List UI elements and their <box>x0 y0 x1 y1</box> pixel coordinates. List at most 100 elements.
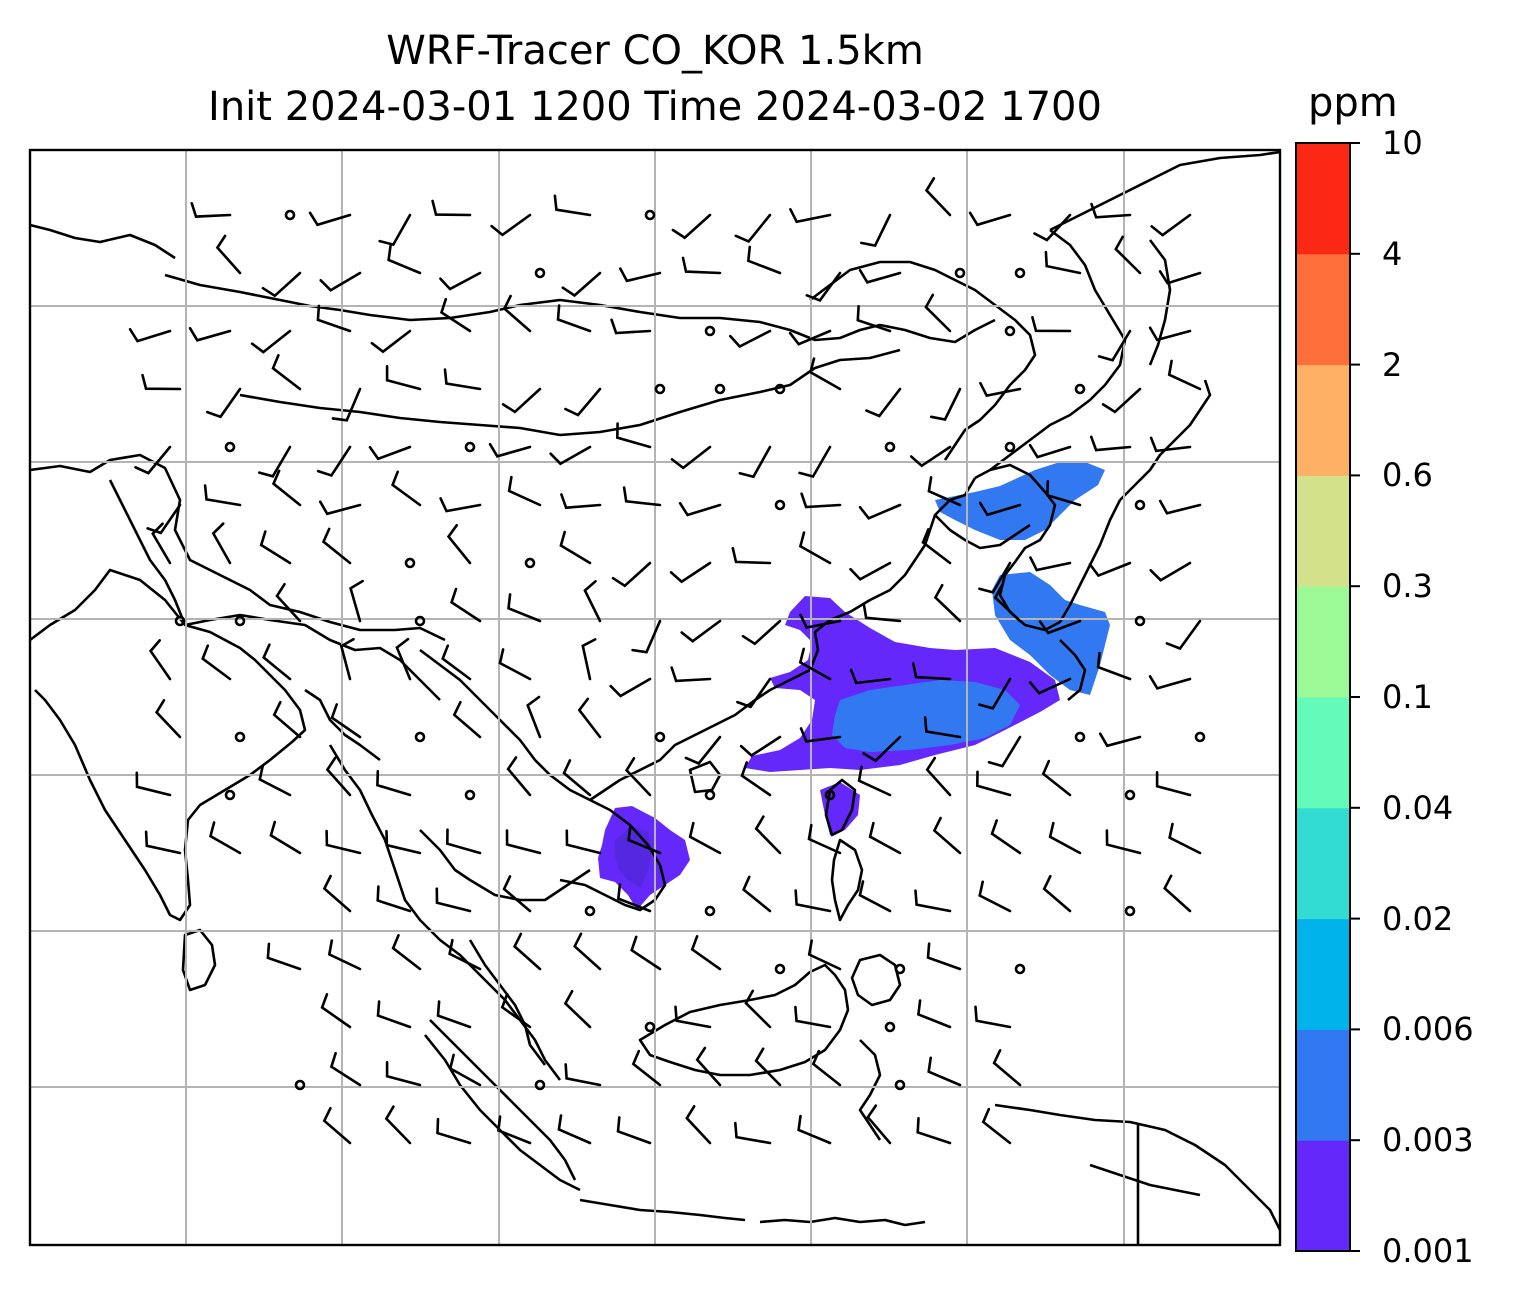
colorbar-tick-label: 0.02 <box>1382 899 1454 938</box>
calm-wind-marker <box>1014 963 1026 975</box>
wind-barb <box>857 765 892 797</box>
tracer-concentration-field <box>598 462 1110 910</box>
wind-barb <box>259 530 292 565</box>
wind-barb <box>1158 499 1202 515</box>
wind-barb <box>565 829 602 855</box>
wind-barb <box>385 365 422 391</box>
wind-barb <box>391 934 422 971</box>
wind-barb <box>858 880 892 913</box>
wind-barb <box>146 503 182 535</box>
wind-barb <box>318 500 362 516</box>
wind-barb <box>754 1047 782 1087</box>
coastline-vietnam <box>559 798 667 912</box>
wind-barb <box>1105 829 1142 855</box>
wind-barb <box>507 475 542 507</box>
calm-wind-marker <box>414 615 426 627</box>
wind-barb <box>443 368 482 391</box>
wind-barb <box>325 829 362 855</box>
wind-barb <box>206 387 242 419</box>
wind-barb <box>746 245 782 275</box>
calm-wind-marker <box>234 731 246 743</box>
wind-barb <box>670 666 712 683</box>
wind-barb <box>742 875 772 913</box>
wind-barb <box>865 387 902 418</box>
border-mongolia-south <box>239 348 901 437</box>
wind-barb <box>320 993 352 1029</box>
calm-wind-marker <box>1074 383 1086 395</box>
calm-wind-marker <box>1124 789 1136 801</box>
wind-barb <box>448 1053 482 1087</box>
wind-barb <box>564 1063 602 1087</box>
wind-barb <box>325 756 352 797</box>
wind-barb <box>923 716 962 739</box>
calm-wind-marker <box>224 789 236 801</box>
wind-barb <box>808 357 842 391</box>
wind-barb <box>446 524 472 565</box>
wind-barb <box>754 815 782 855</box>
calm-wind-marker <box>644 209 656 221</box>
plume-korea-north <box>935 462 1105 540</box>
wind-barb <box>1096 651 1132 681</box>
wind-barb <box>630 935 662 971</box>
wind-barb <box>581 638 597 681</box>
calm-wind-marker <box>284 209 296 221</box>
wind-barb <box>573 932 602 971</box>
wind-barb <box>549 445 592 466</box>
wind-barb <box>734 1121 772 1145</box>
calm-wind-marker <box>294 1079 306 1091</box>
wind-barb <box>1150 213 1192 237</box>
wind-barb <box>927 1056 962 1087</box>
wind-barb <box>387 244 422 275</box>
wind-barb <box>271 469 302 507</box>
colorbar-segment <box>1296 253 1350 366</box>
wind-barb <box>1165 619 1202 651</box>
coastline-sulawesi <box>858 1039 882 1141</box>
wind-barb <box>370 329 412 354</box>
wind-barb <box>789 208 832 224</box>
colorbar-segment <box>1296 143 1350 255</box>
colorbar-tick-label: 10 <box>1382 124 1423 162</box>
wind-barb <box>490 213 532 237</box>
wind-barb <box>729 329 772 349</box>
wind-barb <box>631 619 662 654</box>
coastline-lesser-sunda <box>759 1216 926 1227</box>
wind-barb <box>1029 556 1072 572</box>
calm-wind-marker <box>534 1079 546 1091</box>
wind-barb <box>1158 270 1202 285</box>
wind-barb <box>488 443 532 458</box>
wind-barb <box>395 637 412 681</box>
wind-barb <box>577 697 602 739</box>
wind-barb <box>564 387 602 417</box>
wind-barb <box>258 445 292 478</box>
wind-barb <box>506 756 532 797</box>
wind-barb <box>144 830 182 855</box>
wind-barb <box>978 677 1012 710</box>
wind-barb <box>978 880 1012 913</box>
wind-barb <box>275 582 302 623</box>
wind-barb <box>316 304 352 333</box>
wind-barb <box>1028 443 1072 459</box>
wind-barb <box>134 445 172 475</box>
wind-barb <box>1101 387 1142 414</box>
wind-barb <box>560 493 602 510</box>
wind-barb <box>258 764 292 797</box>
wind-barb <box>669 561 712 584</box>
wind-barb <box>987 735 1022 768</box>
wind-barb <box>1098 732 1142 748</box>
wind-barb <box>1090 435 1132 452</box>
wind-barb <box>1031 316 1072 333</box>
coastline-java <box>579 1198 746 1222</box>
colorbar-segment <box>1296 1140 1350 1252</box>
calm-wind-marker <box>1194 731 1206 743</box>
colorbar-segment <box>1296 697 1350 809</box>
colorbar-segment <box>1296 475 1350 587</box>
wind-barb <box>452 700 482 739</box>
wind-barb <box>203 484 242 507</box>
wind-barb <box>502 875 532 913</box>
wind-barb <box>738 445 772 479</box>
wind-barb <box>385 1061 422 1087</box>
wind-barb <box>262 643 292 681</box>
wind-barb <box>319 271 362 292</box>
coastline-sumatra-west <box>423 1034 581 1192</box>
